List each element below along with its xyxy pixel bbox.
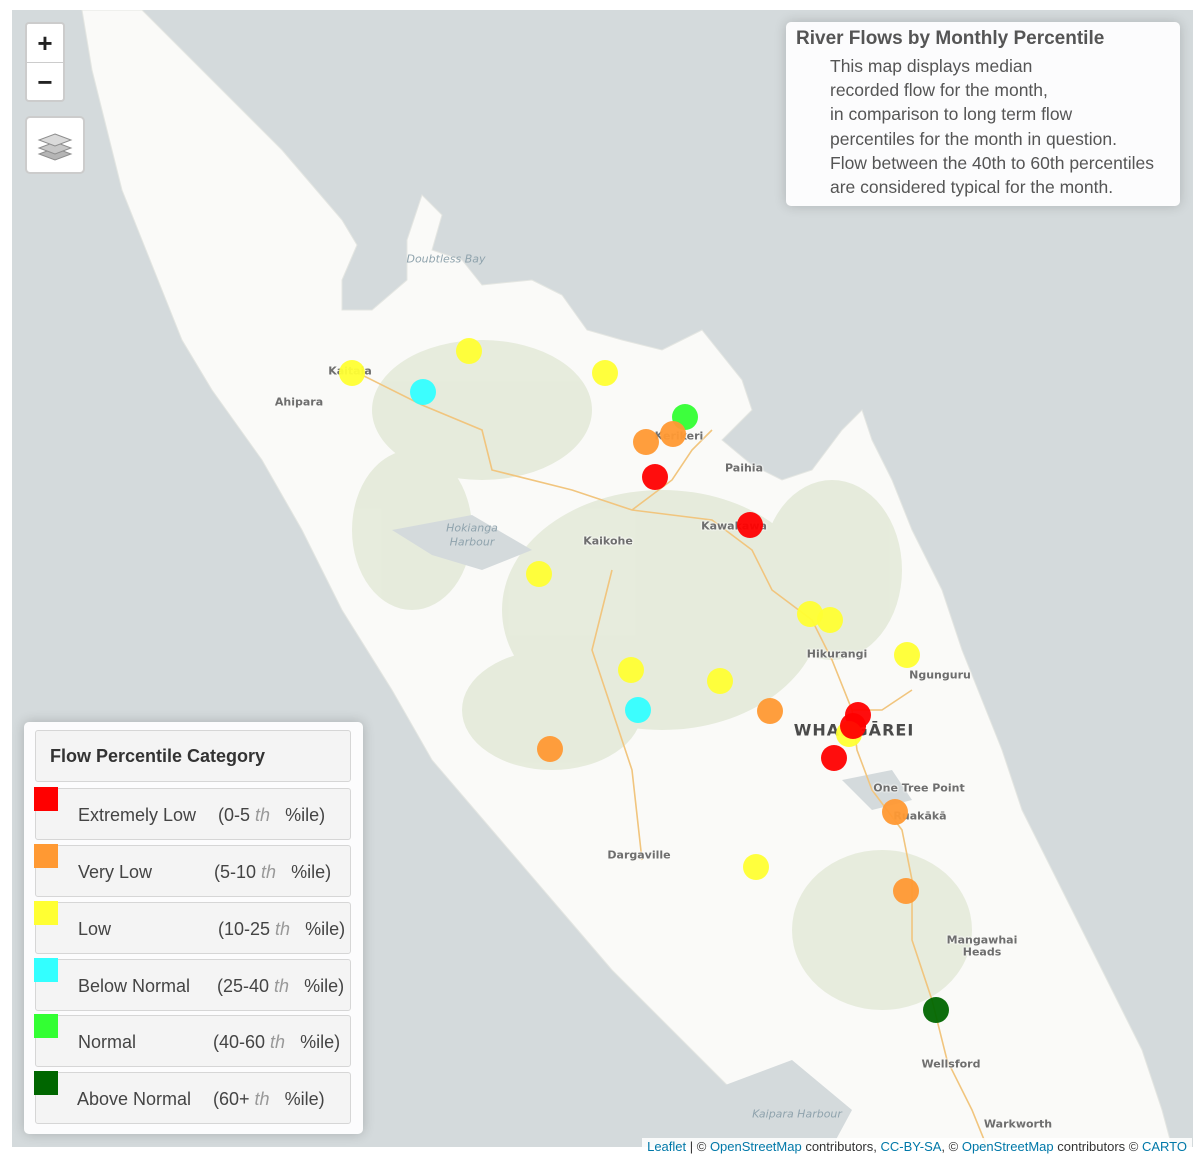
legend-range: (10-25 th %ile) bbox=[218, 919, 346, 939]
station-marker[interactable] bbox=[592, 360, 618, 386]
legend-item: Extremely Low (0-5 th %ile) bbox=[34, 787, 351, 840]
green-areas bbox=[352, 340, 972, 1010]
legend-swatch bbox=[34, 787, 58, 811]
station-marker[interactable] bbox=[456, 338, 482, 364]
station-marker[interactable] bbox=[882, 799, 908, 825]
info-line: recorded flow for the month, bbox=[830, 80, 1048, 101]
station-marker[interactable] bbox=[743, 854, 769, 880]
station-marker[interactable] bbox=[339, 360, 365, 386]
legend-swatch bbox=[34, 1014, 58, 1038]
legend-label: Very Low bbox=[78, 862, 153, 882]
leaflet-link[interactable]: Leaflet bbox=[647, 1139, 687, 1154]
legend-swatch bbox=[34, 901, 58, 925]
legend-label: Above Normal bbox=[77, 1089, 192, 1109]
place-label: Wellsford bbox=[921, 1057, 981, 1071]
map-attribution: Leaflet | © OpenStreetMap contributors, … bbox=[642, 1138, 1192, 1155]
station-marker[interactable] bbox=[757, 698, 783, 724]
station-marker[interactable] bbox=[817, 607, 843, 633]
place-label: Mangawhai bbox=[946, 933, 1018, 947]
place-label: Warkworth bbox=[983, 1117, 1053, 1131]
legend-swatch bbox=[34, 1071, 58, 1095]
station-marker[interactable] bbox=[625, 697, 651, 723]
station-marker[interactable] bbox=[840, 713, 866, 739]
osm-link[interactable]: OpenStreetMap bbox=[961, 1139, 1054, 1154]
legend-swatch bbox=[34, 958, 58, 982]
legend-label: Low bbox=[78, 919, 112, 939]
place-label: Kaipara Harbour bbox=[752, 1107, 842, 1121]
station-marker[interactable] bbox=[618, 657, 644, 683]
legend-title: Flow Percentile Category bbox=[50, 746, 266, 766]
legend-item: Low (10-25 th %ile) bbox=[34, 901, 351, 954]
info-title: River Flows by Monthly Percentile bbox=[796, 28, 1105, 49]
station-marker[interactable] bbox=[893, 878, 919, 904]
cc-by-sa-link[interactable]: CC-BY-SA bbox=[880, 1139, 942, 1154]
info-line: are considered typical for the month. bbox=[830, 177, 1114, 198]
place-label: Hikurangi bbox=[806, 647, 868, 661]
info-line: Flow between the 40th to 60th percentile… bbox=[830, 152, 1154, 173]
roads bbox=[351, 369, 988, 1147]
place-label: Harbour bbox=[449, 535, 495, 549]
station-marker[interactable] bbox=[660, 421, 686, 447]
harbours bbox=[392, 515, 912, 1147]
legend-header: Flow Percentile Category bbox=[35, 730, 351, 782]
place-label: Dargaville bbox=[607, 848, 671, 862]
station-marker[interactable] bbox=[894, 642, 920, 668]
info-line: in comparison to long term flow bbox=[830, 104, 1073, 125]
zoom-control: + − bbox=[25, 22, 65, 102]
legend-item: Above Normal (60+ th %ile) bbox=[34, 1071, 351, 1124]
osm-link[interactable]: OpenStreetMap bbox=[709, 1139, 802, 1154]
station-marker[interactable] bbox=[410, 379, 436, 405]
station-marker[interactable] bbox=[821, 745, 847, 771]
legend-label: Normal bbox=[78, 1032, 137, 1052]
station-marker[interactable] bbox=[642, 464, 668, 490]
info-line: percentiles for the month in question. bbox=[830, 128, 1117, 149]
legend-range: (25-40 th %ile) bbox=[217, 976, 345, 996]
station-marker[interactable] bbox=[633, 429, 659, 455]
legend-item: Below Normal (25-40 th %ile) bbox=[34, 958, 351, 1011]
basemap bbox=[81, 10, 1173, 1147]
station-marker[interactable] bbox=[923, 997, 949, 1023]
place-label: Heads bbox=[962, 945, 1002, 959]
legend-item: Normal (40-60 th %ile) bbox=[34, 1014, 351, 1067]
place-label: Hokianga bbox=[446, 521, 498, 535]
carto-link[interactable]: CARTO bbox=[1141, 1139, 1187, 1154]
legend-item: Very Low (5-10 th %ile) bbox=[34, 844, 351, 897]
legend-range: (60+ th %ile) bbox=[213, 1089, 325, 1109]
place-label: Ngunguru bbox=[909, 668, 971, 682]
legend-panel: Flow Percentile Category Extremely Low (… bbox=[24, 722, 363, 1134]
place-label: Paihia bbox=[725, 461, 763, 475]
legend-range: (40-60 th %ile) bbox=[213, 1032, 341, 1052]
station-marker[interactable] bbox=[707, 668, 733, 694]
legend-label: Below Normal bbox=[78, 976, 191, 996]
legend-range: (5-10 th %ile) bbox=[214, 862, 332, 882]
layers-icon bbox=[37, 133, 73, 161]
station-marker[interactable] bbox=[537, 736, 563, 762]
place-label: Kaikohe bbox=[583, 534, 633, 548]
place-label: Doubtless Bay bbox=[406, 252, 486, 266]
legend-range: (0-5 th %ile) bbox=[218, 805, 326, 825]
layers-button[interactable] bbox=[25, 116, 85, 174]
info-line: This map displays median bbox=[830, 56, 1033, 76]
zoom-in-button[interactable]: + bbox=[27, 24, 63, 63]
station-marker[interactable] bbox=[737, 512, 763, 538]
zoom-out-button[interactable]: − bbox=[37, 66, 53, 97]
legend-label: Extremely Low bbox=[78, 805, 197, 825]
place-label: Ahipara bbox=[274, 395, 324, 409]
legend-swatch bbox=[34, 844, 58, 868]
place-label: One Tree Point bbox=[873, 781, 965, 795]
station-marker[interactable] bbox=[526, 561, 552, 587]
info-panel: River Flows by Monthly Percentile This m… bbox=[786, 22, 1180, 206]
